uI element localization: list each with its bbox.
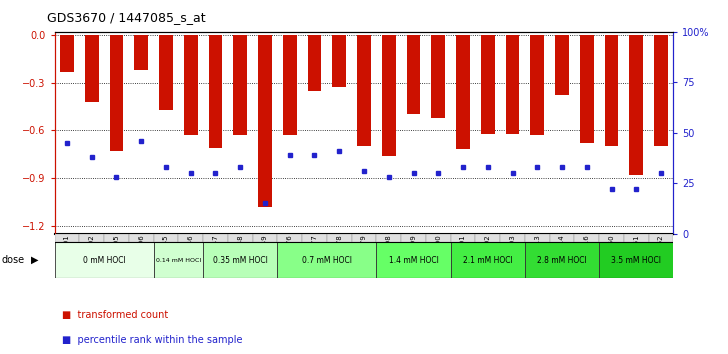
Bar xyxy=(60,35,74,72)
Bar xyxy=(500,234,525,242)
Bar xyxy=(376,242,451,278)
Text: GSM387678: GSM387678 xyxy=(336,234,342,277)
Bar xyxy=(55,234,79,242)
Text: GSM387701: GSM387701 xyxy=(460,234,466,277)
Bar xyxy=(253,234,277,242)
Text: ■  transformed count: ■ transformed count xyxy=(62,310,168,320)
Text: 0 mM HOCl: 0 mM HOCl xyxy=(83,256,125,265)
Text: GSM387752: GSM387752 xyxy=(658,234,664,276)
Text: GSM387700: GSM387700 xyxy=(435,234,441,277)
Bar xyxy=(605,35,618,146)
Text: GSM387699: GSM387699 xyxy=(411,234,416,277)
Bar xyxy=(327,234,352,242)
Bar xyxy=(55,242,154,278)
Bar xyxy=(135,35,148,70)
Bar xyxy=(154,242,203,278)
Text: GSM387679: GSM387679 xyxy=(361,234,367,277)
Bar xyxy=(159,35,173,110)
Text: GSM387605: GSM387605 xyxy=(114,234,119,277)
Text: GSM387703: GSM387703 xyxy=(510,234,515,277)
Text: 0.7 mM HOCl: 0.7 mM HOCl xyxy=(302,256,352,265)
Bar xyxy=(258,35,272,207)
Bar xyxy=(599,242,673,278)
Bar xyxy=(525,242,599,278)
Text: GSM387702: GSM387702 xyxy=(485,234,491,277)
Text: GSM387716: GSM387716 xyxy=(584,234,590,277)
Bar xyxy=(357,35,371,146)
Bar xyxy=(407,35,420,114)
Text: GSM387676: GSM387676 xyxy=(287,234,293,277)
Bar xyxy=(426,234,451,242)
Bar xyxy=(506,35,519,133)
Bar xyxy=(624,234,649,242)
Bar xyxy=(649,234,673,242)
Bar xyxy=(277,234,302,242)
Text: GSM387648: GSM387648 xyxy=(237,234,243,277)
Bar xyxy=(432,35,445,118)
Bar xyxy=(178,234,203,242)
Bar xyxy=(456,35,470,149)
Bar xyxy=(451,234,475,242)
Bar xyxy=(525,234,550,242)
Text: GSM387601: GSM387601 xyxy=(64,234,70,277)
Bar xyxy=(104,234,129,242)
Text: GSM387646: GSM387646 xyxy=(188,234,194,277)
Text: 0.14 mM HOCl: 0.14 mM HOCl xyxy=(156,258,201,263)
Bar xyxy=(110,35,123,151)
Text: 1.4 mM HOCl: 1.4 mM HOCl xyxy=(389,256,438,265)
Text: 3.5 mM HOCl: 3.5 mM HOCl xyxy=(612,256,661,265)
Bar xyxy=(352,234,376,242)
Bar xyxy=(154,234,178,242)
Bar xyxy=(308,35,321,91)
Text: GSM387677: GSM387677 xyxy=(312,234,317,277)
Bar xyxy=(531,35,544,135)
Text: GSM387750: GSM387750 xyxy=(609,234,614,277)
Text: ▶: ▶ xyxy=(31,255,39,265)
Bar xyxy=(654,35,668,146)
Bar xyxy=(302,234,327,242)
Bar xyxy=(234,35,247,135)
Text: GSM387714: GSM387714 xyxy=(559,234,565,277)
Bar xyxy=(451,242,525,278)
Bar xyxy=(550,234,574,242)
Bar xyxy=(203,242,277,278)
Text: 0.35 mM HOCl: 0.35 mM HOCl xyxy=(213,256,268,265)
Bar xyxy=(574,234,599,242)
Bar xyxy=(630,35,643,175)
Bar xyxy=(401,234,426,242)
Bar xyxy=(209,35,222,148)
Text: GSM387645: GSM387645 xyxy=(163,234,169,276)
Text: ■  percentile rank within the sample: ■ percentile rank within the sample xyxy=(62,335,242,345)
Text: GSM387751: GSM387751 xyxy=(633,234,639,277)
Bar xyxy=(555,35,569,96)
Bar xyxy=(580,35,593,143)
Text: dose: dose xyxy=(1,255,25,265)
Bar xyxy=(333,35,346,87)
Bar xyxy=(376,234,401,242)
Text: 2.8 mM HOCl: 2.8 mM HOCl xyxy=(537,256,587,265)
Bar xyxy=(184,35,197,135)
Bar xyxy=(203,234,228,242)
Bar xyxy=(79,234,104,242)
Text: GSM387602: GSM387602 xyxy=(89,234,95,277)
Bar xyxy=(475,234,500,242)
Text: GSM387698: GSM387698 xyxy=(386,234,392,277)
Text: GDS3670 / 1447085_s_at: GDS3670 / 1447085_s_at xyxy=(47,11,206,24)
Bar xyxy=(283,35,296,135)
Bar xyxy=(599,234,624,242)
Text: GSM387647: GSM387647 xyxy=(213,234,218,277)
Text: GSM387713: GSM387713 xyxy=(534,234,540,277)
Text: GSM387606: GSM387606 xyxy=(138,234,144,277)
Text: 2.1 mM HOCl: 2.1 mM HOCl xyxy=(463,256,513,265)
Bar xyxy=(382,35,395,156)
Bar xyxy=(228,234,253,242)
Bar xyxy=(481,35,494,133)
Text: GSM387649: GSM387649 xyxy=(262,234,268,277)
Bar xyxy=(129,234,154,242)
Bar xyxy=(277,242,376,278)
Bar xyxy=(85,35,98,102)
